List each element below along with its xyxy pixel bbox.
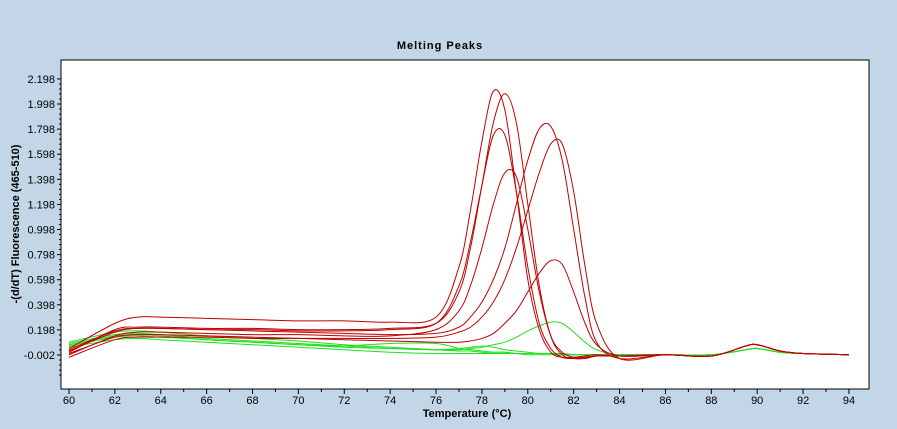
y-tick-label: 1.598 — [27, 149, 55, 161]
x-axis-title: Temperature (°C) — [423, 408, 512, 420]
x-tick-label: 76 — [430, 395, 442, 407]
x-tick-label: 64 — [155, 395, 167, 407]
y-tick-label: 0.998 — [27, 225, 55, 237]
x-tick-label: 84 — [613, 395, 625, 407]
y-tick-label: 0.798 — [27, 250, 55, 262]
x-tick-label: 94 — [843, 395, 855, 407]
x-tick-label: 74 — [384, 395, 396, 407]
y-axis: 2.198 1.998 1.798 1.598 1.398 1.198 0.998 0.798… — [24, 74, 61, 376]
x-tick-label: 92 — [797, 395, 809, 407]
y-tick-label: 0.598 — [27, 275, 55, 287]
x-tick-label: 60 — [63, 395, 75, 407]
x-tick-label: 88 — [705, 395, 717, 407]
x-tick-label: 66 — [201, 395, 213, 407]
x-tick-label: 82 — [568, 395, 580, 407]
y-tick-label: 2.198 — [27, 74, 55, 86]
x-tick-label: 80 — [522, 395, 534, 407]
y-tick-label: 0.198 — [27, 325, 55, 337]
x-tick-label: 68 — [246, 395, 258, 407]
x-tick-label: 86 — [659, 395, 671, 407]
y-tick-label: -0.002 — [24, 350, 55, 362]
x-axis: 60 62 64 66 68 70 72 74 76 78 80 82 84 86 88 90 92 94 — [63, 389, 855, 407]
x-tick-label: 70 — [292, 395, 304, 407]
x-tick-label: 72 — [338, 395, 350, 407]
x-tick-label: 78 — [476, 395, 488, 407]
series-lines — [68, 89, 849, 361]
chart-title: Melting Peaks — [397, 40, 483, 52]
y-tick-label: 1.198 — [27, 199, 55, 211]
y-tick-label: 0.398 — [27, 300, 55, 312]
series-line-R7 — [68, 259, 849, 358]
y-tick-label: 1.398 — [27, 174, 55, 186]
y-tick-label: 1.998 — [27, 99, 55, 111]
y-tick-label: 1.798 — [27, 124, 55, 136]
plot-area — [60, 59, 870, 390]
x-tick-label: 62 — [109, 395, 121, 407]
y-axis-title: -(d/dT) Fluorescence (465-510) — [10, 144, 22, 303]
x-tick-label: 90 — [751, 395, 763, 407]
